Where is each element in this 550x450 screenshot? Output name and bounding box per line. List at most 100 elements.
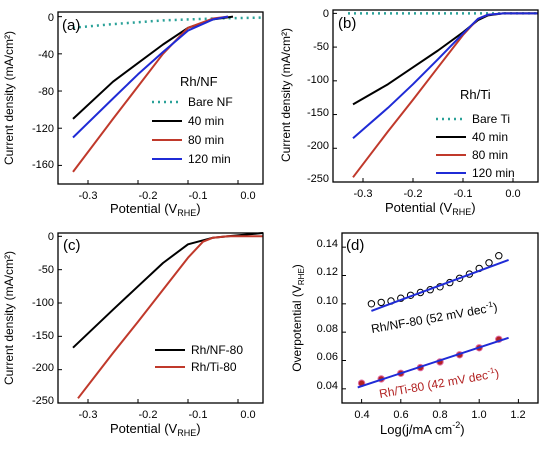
panel-c-legend: Rh/NF-80 Rh/Ti-80 (155, 343, 243, 374)
panel-b-xlabel-sub: RHE (452, 207, 471, 217)
panel-b-legend-title: Rh/Ti (460, 87, 491, 102)
panel-d-xtick-labels: 0.4 0.6 0.8 1.0 1.2 (354, 409, 525, 421)
panel-a-xtick-label: 0.0 (240, 190, 255, 202)
legend-label-80-min: 80 min (472, 148, 508, 162)
panel-d-rh-nf-80-point (485, 259, 493, 267)
panel-d-ytick-label: 0.10 (317, 295, 338, 307)
panel-d-rh-nf-80-fit-line (371, 258, 509, 312)
panel-c: (c) Current density (mA/cm²) -0.3 -0.2 -… (2, 231, 264, 438)
panel-d-xlabel: Log(j/mA cm-2) (380, 420, 465, 437)
panel-b: (b) Current density (mA/cm²) -0.3 -0.2 -… (279, 8, 539, 217)
panel-c-xtick-label: -0.3 (79, 409, 98, 421)
panel-d-annotation-ti-close: ) (494, 366, 500, 380)
panel-c-xlabel-main: Potential (V (110, 421, 178, 436)
panel-d-series (342, 246, 519, 403)
legend-label-rh-nf-80: Rh/NF-80 (191, 343, 243, 357)
panel-b-ytick-label: -200 (307, 140, 329, 152)
panel-c-series (58, 232, 264, 404)
panel-b-frame (332, 9, 539, 183)
panel-d-ylabel-main: Overpotential (V (290, 285, 304, 372)
panel-a-xlabel: Potential (VRHE) (110, 201, 201, 218)
panel-a-series (58, 15, 264, 184)
panel-d-rh-nf-80-point (495, 252, 503, 260)
legend-label-120-min: 120 min (472, 166, 515, 180)
panel-a-bare-nf-line (72, 16, 264, 30)
panel-c-ylabel: Current density (mA/cm²) (2, 251, 16, 385)
panel-a-xtick-label: -0.1 (189, 190, 208, 202)
panel-c-xtick-label: -0.2 (139, 409, 158, 421)
panel-d-xlabel-main: Log(j/mA cm (380, 422, 452, 437)
panel-a-legend-title: Rh/NF (180, 74, 218, 89)
panel-c-ytick-label: -150 (32, 330, 54, 342)
panel-d-annotation-ti-sup: -1 (487, 366, 496, 376)
panel-c-xlabel-sub: RHE (177, 428, 196, 438)
panel-a-ytick-label: -120 (32, 123, 54, 135)
panel-b-80-min-line (352, 12, 538, 178)
panel-d: (d) Overpotential (VRHE) 0.4 0.6 0.8 1.0… (290, 232, 539, 437)
panel-a-120-min-line (72, 15, 229, 139)
panel-b-120-min-line (352, 12, 538, 139)
panel-b-xlabel-main: Potential (V (385, 200, 453, 215)
panel-d-ytick-labels: 0.14 0.12 0.10 0.08 0.06 0.04 (317, 238, 338, 392)
panel-b-ytick-label: -100 (307, 74, 329, 86)
panel-c-ytick-label: -50 (38, 264, 54, 276)
panel-d-frame (341, 232, 539, 404)
panel-b-xlabel: Potential (VRHE) (385, 200, 476, 217)
panel-a-frame (57, 11, 264, 185)
panel-a: (a) Current density (mA/cm²) -0.3 -0.2 -… (2, 11, 264, 218)
panel-d-ytick-label: 0.08 (317, 323, 338, 335)
panel-d-ytick-label: 0.12 (317, 266, 338, 278)
panel-a-legend: Bare NF 40 min 80 min 120 min (152, 95, 233, 166)
panel-d-annotation-ti-text: Rh/Ti-80 (42 mV dec (378, 368, 489, 401)
panel-b-ylabel: Current density (mA/cm²) (279, 28, 293, 162)
panel-d-xtick-label: 1.2 (510, 409, 525, 421)
panel-c-rh-nf-80-line (72, 232, 264, 349)
panel-c-ytick-label: -100 (32, 297, 54, 309)
panel-d-rh-ti-80-fit-line (357, 336, 509, 389)
panel-c-xlabel: Potential (VRHE) (110, 421, 201, 438)
panel-b-label: (b) (338, 15, 356, 32)
panel-a-ylabel: Current density (mA/cm²) (2, 31, 16, 165)
panel-a-xtick-label: -0.2 (139, 190, 158, 202)
panel-d-annotation-ti: Rh/Ti-80 (42 mV dec-1) (378, 365, 500, 401)
legend-label-40-min: 40 min (472, 130, 508, 144)
panel-d-ylabel: Overpotential (VRHE) (290, 264, 306, 372)
panel-b-ytick-label: -50 (313, 41, 329, 53)
panel-c-xtick-labels: -0.3 -0.2 -0.1 0.0 (79, 409, 256, 421)
panel-d-rh-nf-80-point (377, 298, 385, 307)
panel-b-ytick-labels: 0 -50 -100 -150 -200 -250 (307, 8, 329, 185)
panel-b-ytick-label: -150 (307, 107, 329, 119)
panel-c-ytick-label: -250 (32, 395, 54, 407)
panel-c-ytick-label: 0 (48, 231, 54, 243)
panel-d-ytick-label: 0.04 (317, 380, 338, 392)
panel-b-ytick-label: -250 (307, 173, 329, 185)
panel-a-ytick-label: -80 (38, 86, 54, 98)
panel-d-xtick-label: 0.8 (432, 409, 447, 421)
panel-c-ytick-labels: 0 -50 -100 -150 -200 -250 (32, 231, 54, 407)
panel-b-xtick-label: -0.3 (354, 188, 373, 200)
panel-c-xtick-label: -0.1 (189, 409, 208, 421)
panel-d-annotation-nf-sup: -1 (485, 300, 494, 310)
legend-label-bare-ti: Bare Ti (472, 112, 510, 126)
panel-a-xlabel-close: ) (196, 201, 200, 216)
panel-d-label: (d) (346, 237, 364, 254)
panel-d-ylabel-sub: RHE (297, 268, 306, 285)
panel-d-ytick-label: 0.06 (317, 351, 338, 363)
panel-d-ylabel-close: ) (290, 264, 304, 268)
legend-label-rh-ti-80: Rh/Ti-80 (191, 360, 237, 374)
panel-c-frame (57, 232, 264, 404)
panel-a-ytick-label: -160 (32, 159, 54, 171)
panel-d-ytick-label: 0.14 (317, 238, 338, 250)
panel-a-ytick-label: -40 (38, 49, 54, 61)
panel-b-xlabel-close: ) (471, 200, 475, 215)
panel-b-xtick-label: -0.2 (404, 188, 423, 200)
panel-c-label: (c) (63, 237, 81, 254)
panel-c-xtick-label: 0.0 (240, 409, 255, 421)
panel-d-xtick-label: 0.4 (354, 409, 369, 421)
panel-d-xlabel-close: ) (460, 422, 464, 437)
panel-d-xtick-label: 1.0 (471, 409, 486, 421)
panel-b-series (333, 12, 538, 183)
panel-d-annotation-nf-text: Rh/NF-80 (52 mV dec (370, 302, 487, 336)
panel-a-xlabel-main: Potential (V (110, 201, 178, 216)
